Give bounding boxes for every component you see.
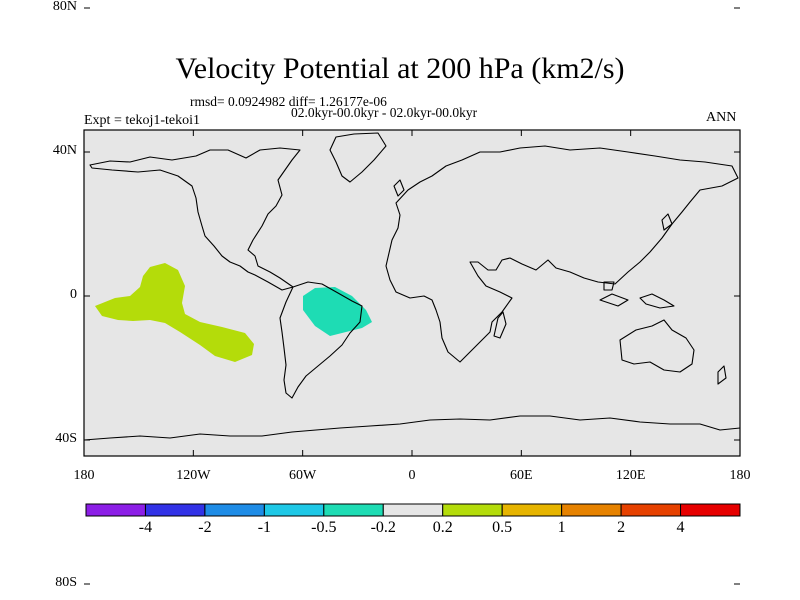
x-tick-label: 60W <box>289 468 317 483</box>
x-tick-label: 120W <box>176 468 211 483</box>
map-title: Velocity Potential at 200 hPa (km2/s) <box>175 52 625 85</box>
colorbar-label: -0.2 <box>370 519 396 536</box>
y-tick-label: 80N <box>52 0 77 14</box>
colorbar-label: 0.2 <box>432 519 453 536</box>
y-tick-label: 40S <box>55 431 77 446</box>
anomaly-south-america <box>303 287 372 336</box>
season-label: ANN <box>706 110 737 125</box>
colorbar-label: -2 <box>198 519 212 536</box>
coastlines <box>83 132 741 441</box>
colorbar-label: 1 <box>557 519 566 536</box>
colorbar <box>85 503 741 517</box>
colorbar-swatch <box>442 503 503 517</box>
statistics-text: rmsd= 0.0924982 diff= 1.26177e-06 <box>190 94 387 109</box>
colorbar-swatch <box>680 503 741 517</box>
x-tick-label: 180 <box>73 468 95 483</box>
colorbar-swatch <box>144 503 206 517</box>
colorbar-swatch <box>263 503 325 517</box>
eurasia-africa-coast <box>385 145 739 363</box>
japan-coast <box>661 213 673 231</box>
north-america-coast <box>89 147 301 291</box>
australia-coast <box>619 319 695 373</box>
colorbar-swatch <box>501 503 563 517</box>
colorbar-swatch <box>204 503 265 517</box>
plot-background <box>84 130 740 456</box>
colorbar-label: -0.5 <box>311 519 337 536</box>
experiment-label: Expt = tekoj1-tekoi1 <box>84 113 200 128</box>
colorbar-swatch <box>85 503 146 517</box>
colorbar-label: -4 <box>138 519 153 536</box>
colorbar-swatch <box>382 503 444 517</box>
period-text: 02.0kyr-00.0kyr - 02.0kyr-00.0kyr <box>291 105 478 120</box>
madagascar-coast <box>493 311 507 339</box>
colorbar-label: 0.5 <box>492 519 513 536</box>
colorbar-swatch <box>620 503 682 517</box>
x-tick-label: 180 <box>729 468 751 483</box>
axis-ticks <box>83 7 741 585</box>
uk-coast <box>393 179 405 197</box>
colorbar-swatch <box>323 503 384 517</box>
colorbar-label: 2 <box>617 519 626 536</box>
x-tick-label: 60E <box>510 468 533 483</box>
indonesia-coast <box>599 281 675 309</box>
x-tick-label: 120E <box>615 468 646 483</box>
y-tick-label: 40N <box>52 143 77 158</box>
x-tick-label: 0 <box>408 468 416 483</box>
new-zealand-coast <box>717 365 727 385</box>
anomaly-east-pacific <box>95 263 254 362</box>
south-america-coast <box>279 281 363 399</box>
y-tick-label: 80S <box>55 575 77 590</box>
y-tick-label: 0 <box>70 287 77 302</box>
colorbar-label: 4 <box>676 519 685 536</box>
colorbar-swatch <box>561 503 622 517</box>
greenland-coast <box>329 132 387 183</box>
antarctica-coast <box>83 415 741 441</box>
colorbar-label: -1 <box>257 519 272 536</box>
